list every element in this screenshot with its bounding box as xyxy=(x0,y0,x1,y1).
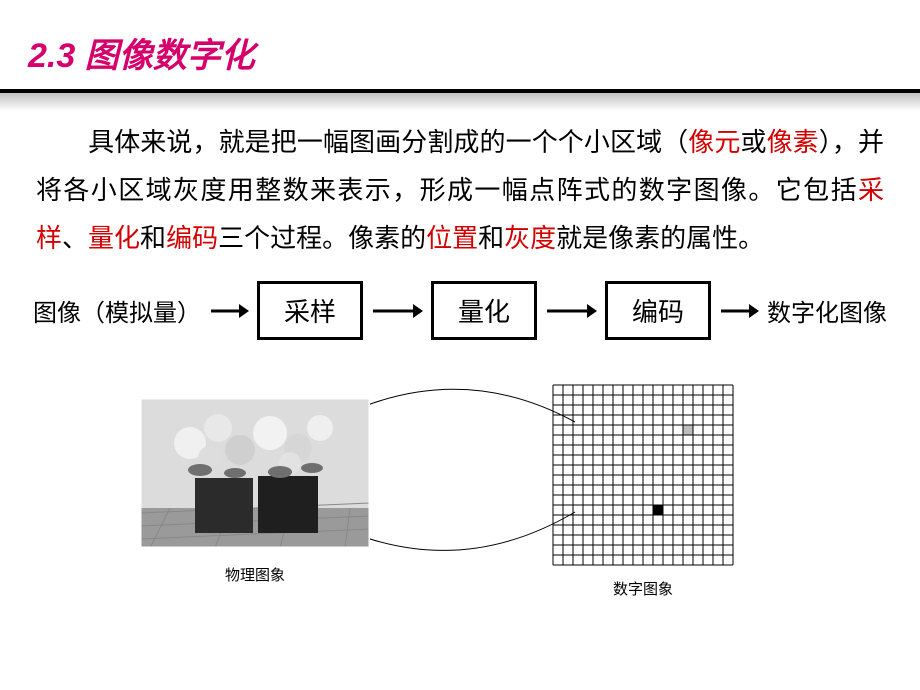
flow-step-box: 编码 xyxy=(605,281,711,340)
flow-step-box: 采样 xyxy=(257,281,363,340)
arrow-icon xyxy=(545,301,597,321)
text-run: 和 xyxy=(140,224,166,253)
text-run: 三个过程。像素的 xyxy=(218,224,426,253)
highlight-term: 位置 xyxy=(426,224,478,253)
section-title: 2.3 图像数字化 xyxy=(0,0,920,85)
arrow-icon xyxy=(209,301,249,321)
body-paragraph: 具体来说，就是把一幅图画分割成的一个个小区域（像元或像素），并将各小区域灰度用整… xyxy=(0,111,920,263)
highlight-term: 像素 xyxy=(767,128,819,157)
highlight-term: 编码 xyxy=(166,224,218,253)
highlight-term: 量化 xyxy=(88,224,140,253)
text-run: 或 xyxy=(740,128,766,157)
arrow-icon xyxy=(371,301,423,321)
arrow-icon xyxy=(719,301,759,321)
slide: 2.3 图像数字化 具体来说，就是把一幅图画分割成的一个个小区域（像元或像素），… xyxy=(0,0,920,690)
figure-area: 物理图象 数字图象 xyxy=(0,362,920,622)
flow-step-box: 量化 xyxy=(431,281,537,340)
flow-input-label: 图像（模拟量） xyxy=(33,293,201,328)
highlight-term: 灰度 xyxy=(504,224,556,253)
text-run: 和 xyxy=(478,224,504,253)
physical-caption: 物理图象 xyxy=(140,564,370,585)
text-run: 、 xyxy=(62,224,88,253)
text-run: 具体来说，就是把一幅图画分割成的一个个小区域（ xyxy=(88,128,688,157)
flow-diagram: 图像（模拟量） 采样 量化 编码 数字化图像 xyxy=(0,281,920,340)
flow-output-label: 数字化图像 xyxy=(767,293,887,328)
digital-grid xyxy=(548,380,738,570)
highlight-term: 像元 xyxy=(688,128,740,157)
physical-image xyxy=(140,398,370,548)
title-shadow xyxy=(0,93,920,111)
text-run: 就是像素的属性。 xyxy=(556,224,764,253)
digital-caption: 数字图象 xyxy=(548,578,738,599)
